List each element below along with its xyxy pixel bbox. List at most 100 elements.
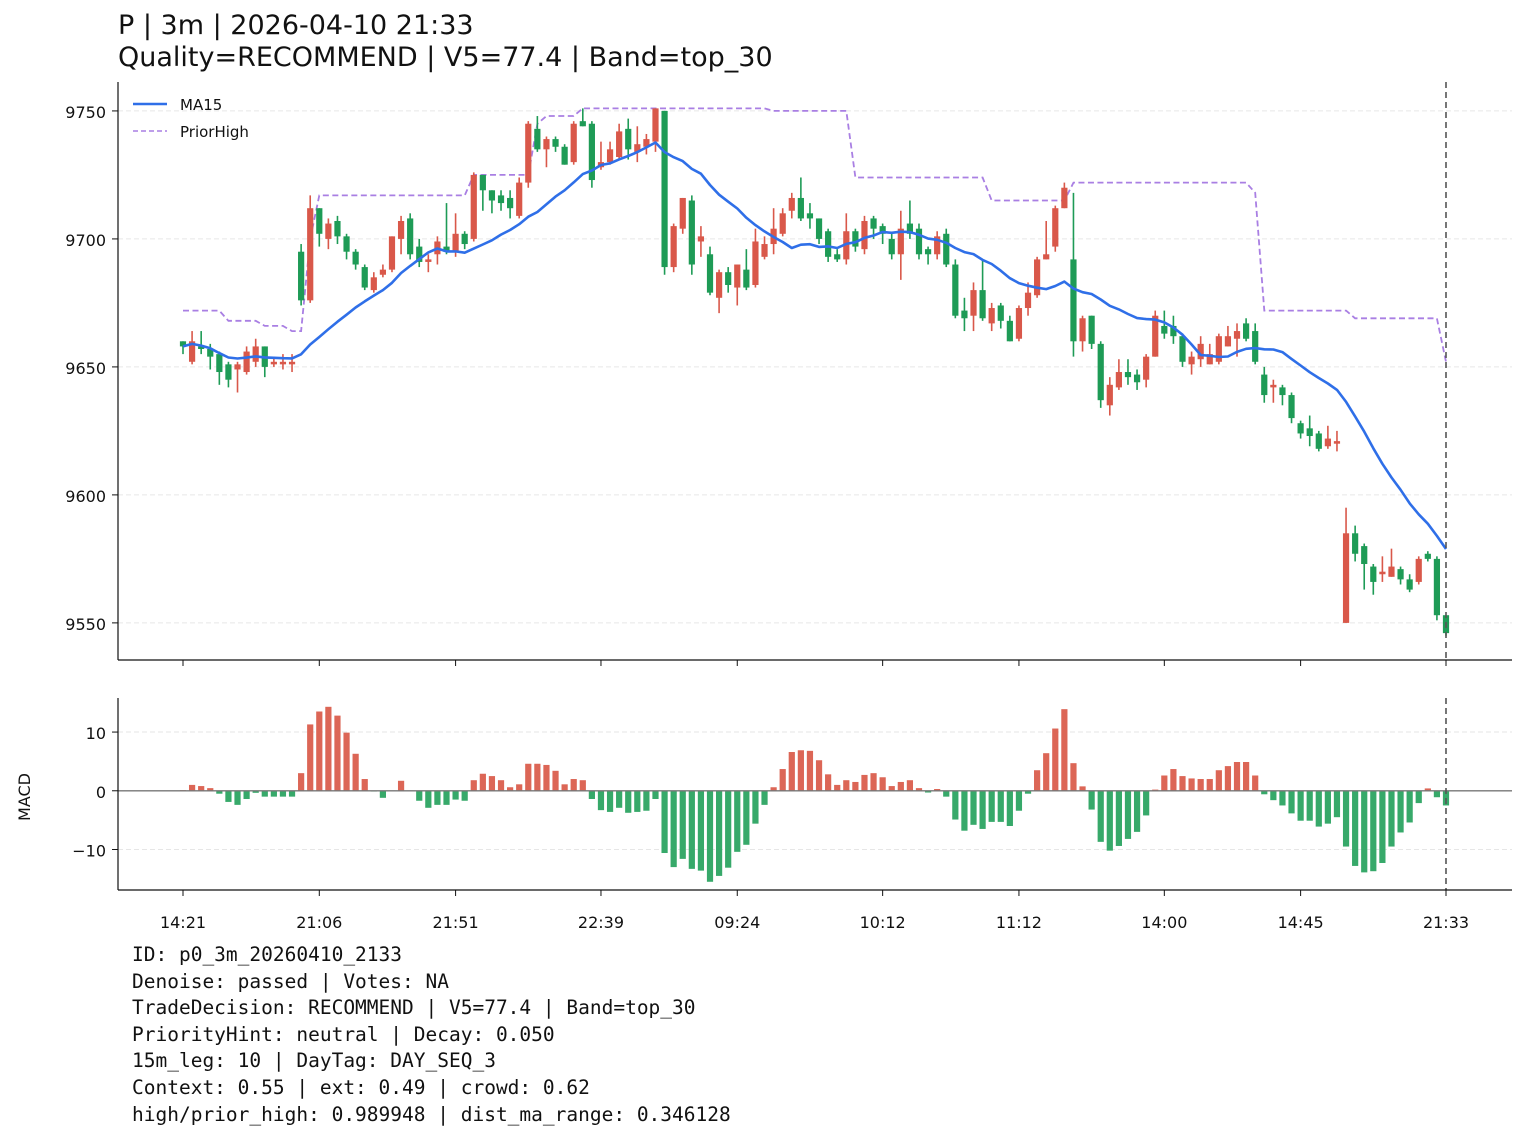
candle	[943, 228, 950, 268]
candle-body	[988, 308, 995, 324]
candle	[970, 282, 977, 332]
candle-body	[561, 146, 568, 165]
candle	[1379, 556, 1386, 582]
candle-body	[416, 246, 423, 262]
macd-bar	[1079, 786, 1086, 791]
candle	[797, 177, 804, 221]
candle	[706, 246, 714, 296]
price-y-tick-label: 9750	[65, 103, 106, 122]
candle	[779, 208, 786, 237]
candle-body	[815, 218, 823, 239]
candle-body	[670, 226, 677, 268]
candle-body	[525, 123, 532, 183]
info-line: ID: p0_3m_20260410_2133	[132, 943, 403, 966]
macd-bar	[788, 752, 795, 791]
candle-body	[979, 290, 986, 319]
macd-bar	[815, 760, 823, 791]
candle-body	[325, 223, 332, 239]
candle	[179, 341, 187, 355]
candle	[588, 121, 595, 188]
candle	[1043, 220, 1050, 260]
candle-body	[370, 277, 377, 291]
candle	[370, 272, 377, 293]
macd-bar	[307, 724, 314, 791]
macd-bar	[1070, 763, 1077, 791]
candle	[643, 133, 650, 155]
x-tick-label: 21:33	[1423, 913, 1469, 932]
candle	[1124, 359, 1132, 385]
candle-body	[997, 305, 1004, 321]
candle	[988, 302, 995, 332]
candle-body	[352, 251, 359, 265]
macd-bar	[1406, 790, 1413, 823]
macd-y-tick-label: −10	[72, 841, 106, 860]
macd-bar	[1243, 762, 1250, 791]
macd-bar	[988, 790, 995, 822]
candle-body	[425, 259, 432, 262]
macd-bar	[643, 790, 650, 811]
macd-bar	[1006, 790, 1013, 826]
info-line: TradeDecision: RECOMMEND | V5=77.4 | Ban…	[132, 996, 696, 1020]
macd-bar	[543, 764, 550, 791]
macd-bar	[1061, 709, 1068, 791]
candle	[352, 249, 359, 270]
candle-body	[1170, 325, 1177, 337]
candle	[997, 302, 1004, 329]
candle	[1315, 430, 1322, 452]
macd-bar	[688, 790, 695, 869]
macd-bar	[1097, 790, 1104, 842]
macd-bar	[752, 790, 759, 824]
macd-bar	[1161, 775, 1168, 791]
candle	[688, 195, 695, 275]
macd-bar	[1424, 788, 1431, 791]
candle	[388, 236, 396, 273]
candle-body	[1015, 308, 1023, 339]
macd-bar	[479, 773, 486, 791]
macd-bar	[1415, 790, 1422, 804]
macd-bar	[443, 790, 450, 805]
candle	[1079, 315, 1086, 352]
x-tick-label: 09:24	[714, 913, 760, 932]
macd-bar	[1233, 762, 1241, 791]
macd-bar	[207, 788, 214, 791]
candle	[1306, 415, 1313, 447]
candle	[379, 264, 386, 278]
candle-body	[679, 197, 686, 229]
candle	[661, 110, 668, 275]
macd-bar	[834, 784, 841, 791]
candle-body	[652, 108, 659, 142]
candle	[1106, 377, 1113, 416]
macd-bar	[652, 790, 659, 799]
candle	[1297, 420, 1304, 439]
macd-bar	[416, 790, 423, 801]
candle	[452, 213, 459, 257]
candle-body	[734, 264, 741, 288]
macd-bar	[1352, 790, 1359, 866]
candle-body	[1397, 569, 1404, 580]
candle	[715, 269, 723, 314]
candle-body	[1043, 254, 1050, 260]
macd-bar	[825, 774, 832, 791]
macd-bar	[1215, 770, 1222, 791]
macd-bar	[715, 790, 723, 876]
title-line-1: P | 3m | 2026-04-10 21:33	[118, 10, 474, 41]
candle-body	[906, 223, 914, 234]
macd-bar	[734, 790, 741, 852]
candle-body	[788, 197, 795, 211]
candle-body	[752, 241, 759, 285]
candle	[652, 108, 659, 152]
candle	[407, 213, 414, 260]
macd-bar	[706, 790, 714, 882]
macd-bar	[761, 790, 768, 805]
candle	[815, 218, 823, 245]
candle	[1215, 333, 1222, 365]
candle	[888, 233, 895, 260]
info-panel: ID: p0_3m_20260410_2133 Denoise: passed |…	[132, 942, 731, 1128]
macd-bar	[979, 790, 986, 829]
macd-bar	[1179, 776, 1186, 791]
candle-body	[761, 244, 768, 257]
candle	[697, 226, 705, 257]
candle-body	[443, 246, 450, 252]
macd-bar	[1115, 790, 1122, 846]
macd-bar	[425, 790, 432, 808]
